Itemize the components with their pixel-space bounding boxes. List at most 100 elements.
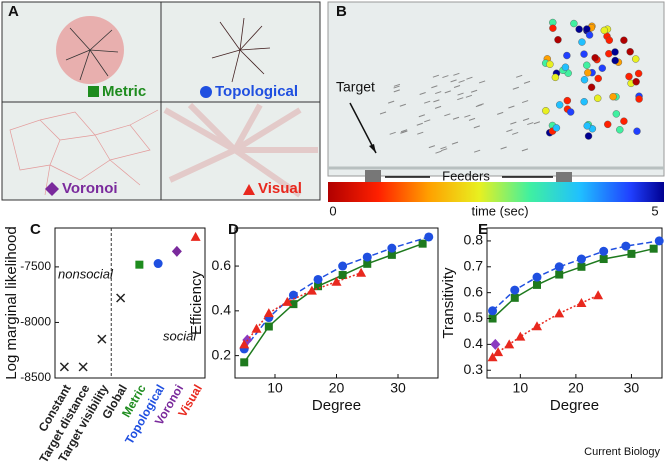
x-tick-label: 20 (329, 380, 345, 396)
series-line (243, 236, 429, 350)
fish (387, 100, 395, 104)
position-dot (587, 83, 596, 91)
x-tick-label: 30 (390, 380, 406, 396)
marker (532, 321, 542, 331)
visual-icon (243, 184, 255, 195)
fish (512, 86, 519, 90)
fish (512, 131, 519, 135)
fish (444, 113, 451, 117)
position-dot (605, 36, 614, 44)
fish (435, 91, 442, 95)
position-dot (580, 98, 588, 106)
marker (504, 339, 515, 349)
y-tick-label: 0.8 (464, 232, 484, 248)
y-tick-label: -8000 (20, 315, 51, 329)
marker (338, 271, 347, 280)
position-dot (583, 25, 591, 33)
fish (457, 92, 464, 96)
marker (627, 249, 636, 258)
marker (135, 260, 144, 269)
marker (356, 267, 367, 277)
marker (264, 322, 273, 331)
position-dot (552, 124, 561, 132)
y-tick-label: 0.4 (464, 335, 484, 351)
y-axis-title: Log marginal likelihood (3, 226, 20, 379)
position-dot (594, 94, 602, 102)
fish (435, 150, 442, 154)
fish (433, 99, 440, 103)
position-dot (620, 117, 628, 125)
fish (379, 111, 387, 115)
marker (510, 293, 519, 302)
y-tick-label: 0.5 (464, 309, 484, 325)
fish (497, 111, 504, 115)
marker (171, 245, 182, 257)
panel-a-label: Visual (258, 180, 302, 197)
panel-letter: E (478, 221, 488, 238)
fish (393, 83, 401, 87)
fish (523, 80, 531, 84)
position-dot (625, 72, 633, 81)
position-dot (549, 24, 557, 32)
position-dot (584, 132, 593, 140)
plot-frame (486, 227, 663, 379)
marker (288, 290, 298, 300)
y-tick-label: 0.2 (212, 346, 232, 362)
panel-b-photo (327, 1, 665, 177)
marker (649, 244, 658, 253)
voronoi-cells (9, 109, 159, 196)
position-dot (604, 120, 612, 129)
fish (473, 125, 480, 129)
fish (444, 90, 451, 94)
x-axis-title: Degree (312, 397, 361, 414)
position-dot (583, 122, 591, 130)
position-dot (563, 51, 571, 60)
fish (465, 94, 473, 98)
position-dot (578, 38, 586, 46)
y-tick-label: 0.6 (464, 283, 484, 299)
fish (521, 148, 529, 152)
metric-links (65, 27, 119, 81)
fish (434, 105, 442, 109)
fish (470, 89, 478, 93)
position-dot (555, 101, 564, 109)
fish (506, 129, 513, 133)
position-dot (611, 48, 619, 56)
position-dot (546, 60, 554, 68)
fish (440, 146, 447, 150)
panel-b: Target Feeders time (sec) B (327, 1, 665, 218)
position-dot (632, 55, 640, 63)
marker (331, 276, 342, 286)
marker (599, 246, 609, 256)
fish (473, 149, 481, 153)
marker (487, 352, 498, 362)
fish (464, 114, 471, 118)
fish (478, 80, 486, 84)
x-tick-label: 10 (513, 380, 529, 396)
position-dot (542, 107, 550, 115)
position-dot (632, 78, 640, 86)
voronoi-icon (45, 182, 59, 196)
feeder (365, 170, 381, 182)
plot-frame (54, 227, 206, 379)
fish (458, 79, 465, 83)
colorbar (328, 182, 664, 202)
marker (338, 261, 348, 271)
position-dot (583, 61, 591, 69)
marker (153, 259, 163, 269)
position-dot (598, 64, 606, 72)
y-tick-label: 0.6 (212, 257, 232, 273)
position-dot (563, 96, 572, 105)
marker (490, 338, 501, 350)
marker (576, 254, 586, 264)
position-dot (570, 19, 578, 28)
position-dot (633, 127, 641, 135)
fish (419, 92, 426, 95)
position-dot (584, 69, 592, 77)
fish-dots (379, 18, 643, 154)
position-dot (612, 110, 621, 118)
colorbar-tick-label: 0 (329, 203, 336, 218)
y-tick-label: 0.7 (464, 257, 484, 273)
x-tick-label: 10 (267, 380, 283, 396)
position-dot (605, 49, 613, 58)
